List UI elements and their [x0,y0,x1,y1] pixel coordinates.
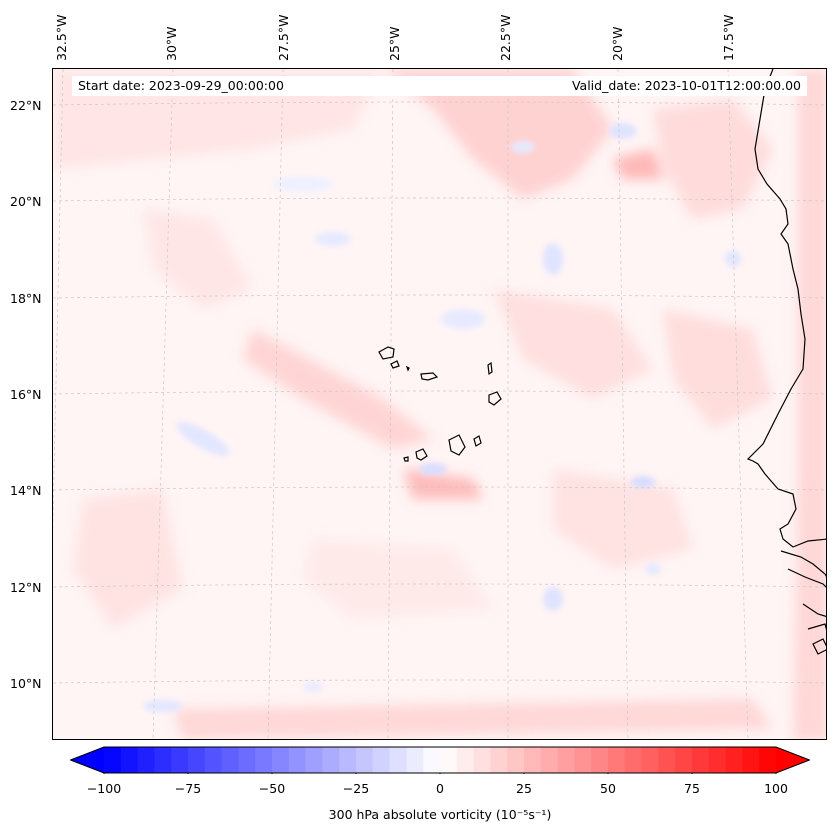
graticule [53,69,826,739]
colorbar-label: 300 hPa absolute vorticity (10⁻⁵s⁻¹) [328,807,552,822]
colorbar-cell [288,747,307,773]
colorbar-cell [725,747,743,773]
lat-label-10n: 10°N [10,676,42,691]
colorbar-extend-max [776,747,810,773]
lat-label-22n: 22°N [10,98,42,113]
colorbar-cell [708,747,727,773]
colorbar-cell [675,747,693,773]
lon-label-17-5w: 17.5°W [721,14,736,61]
colorbar-cell [557,747,575,773]
colorbar-tick-marks [103,773,777,774]
lon-label-20w: 20°W [610,26,625,61]
colorbar-cell [255,747,273,773]
colorbar-cell [641,747,659,773]
colorbar-cell [524,747,542,773]
start-date-label: Start date: 2023-09-29_00:00:00 [78,78,284,93]
african-coastline [746,69,826,655]
lon-label-30w: 30°W [164,26,179,61]
lat-label-18n: 18°N [10,291,42,306]
colorbar-cell [322,747,340,773]
colorbar-cell [238,747,256,773]
lon-label-27-5w: 27.5°W [276,14,291,61]
colorbar-tick-label: 0 [436,781,444,796]
colorbar-cell [490,747,508,773]
colorbar-cell [372,747,391,773]
colorbar-extend-min [70,747,104,773]
vorticity-map [53,69,826,739]
colorbar-cell [204,747,223,773]
colorbar-cell [591,747,609,773]
colorbar-cell [759,747,777,773]
colorbar-cell [473,747,491,773]
lon-label-22-5w: 22.5°W [498,14,513,61]
colorbar-cell [356,747,374,773]
colorbar-tick-label: 100 [764,781,788,796]
colorbar-cell [221,747,239,773]
colorbar-cell [188,747,206,773]
colorbar [70,746,810,774]
colorbar-cell [171,747,189,773]
colorbar-cell [742,747,760,773]
colorbar-cell [624,747,643,773]
colorbar-cell [540,747,559,773]
lat-label-14n: 14°N [10,483,42,498]
colorbar-cell [507,747,525,773]
colorbar-cell [574,747,592,773]
colorbar-cells [70,747,810,773]
colorbar-cell [658,747,676,773]
cape-verde-islands [378,346,502,462]
lat-label-12n: 12°N [10,580,42,595]
colorbar-cell [272,747,290,773]
colorbar-tick-label: −75 [174,781,202,796]
colorbar-cell [389,747,407,773]
colorbar-cell [104,747,122,773]
negative-vorticity-field [143,123,741,712]
lat-label-20n: 20°N [10,194,42,209]
colorbar-cell [305,747,323,773]
colorbar-tick-label: 25 [516,781,532,796]
map-panel [52,68,827,740]
colorbar-tick-label: −50 [258,781,286,796]
colorbar-cell [440,747,458,773]
colorbar-tick-label: −25 [342,781,370,796]
valid-date-label: Valid_date: 2023-10-01T12:00:00.00 [571,78,801,93]
lon-label-32-5w: 32.5°W [54,14,69,61]
colorbar-cell [456,747,475,773]
colorbar-cell [120,747,139,773]
colorbar-tick-label: 75 [684,781,700,796]
date-header-strip [72,76,807,96]
colorbar-cell [406,747,424,773]
colorbar-cell [692,747,710,773]
colorbar-tick-label: −100 [86,781,122,796]
colorbar-cell [137,747,155,773]
colorbar-cell [608,747,626,773]
lon-label-25w: 25°W [387,26,402,61]
colorbar-tick-label: 50 [600,781,616,796]
colorbar-cell [423,747,441,773]
colorbar-cell [339,747,357,773]
colorbar-cell [154,747,172,773]
lat-label-16n: 16°N [10,387,42,402]
